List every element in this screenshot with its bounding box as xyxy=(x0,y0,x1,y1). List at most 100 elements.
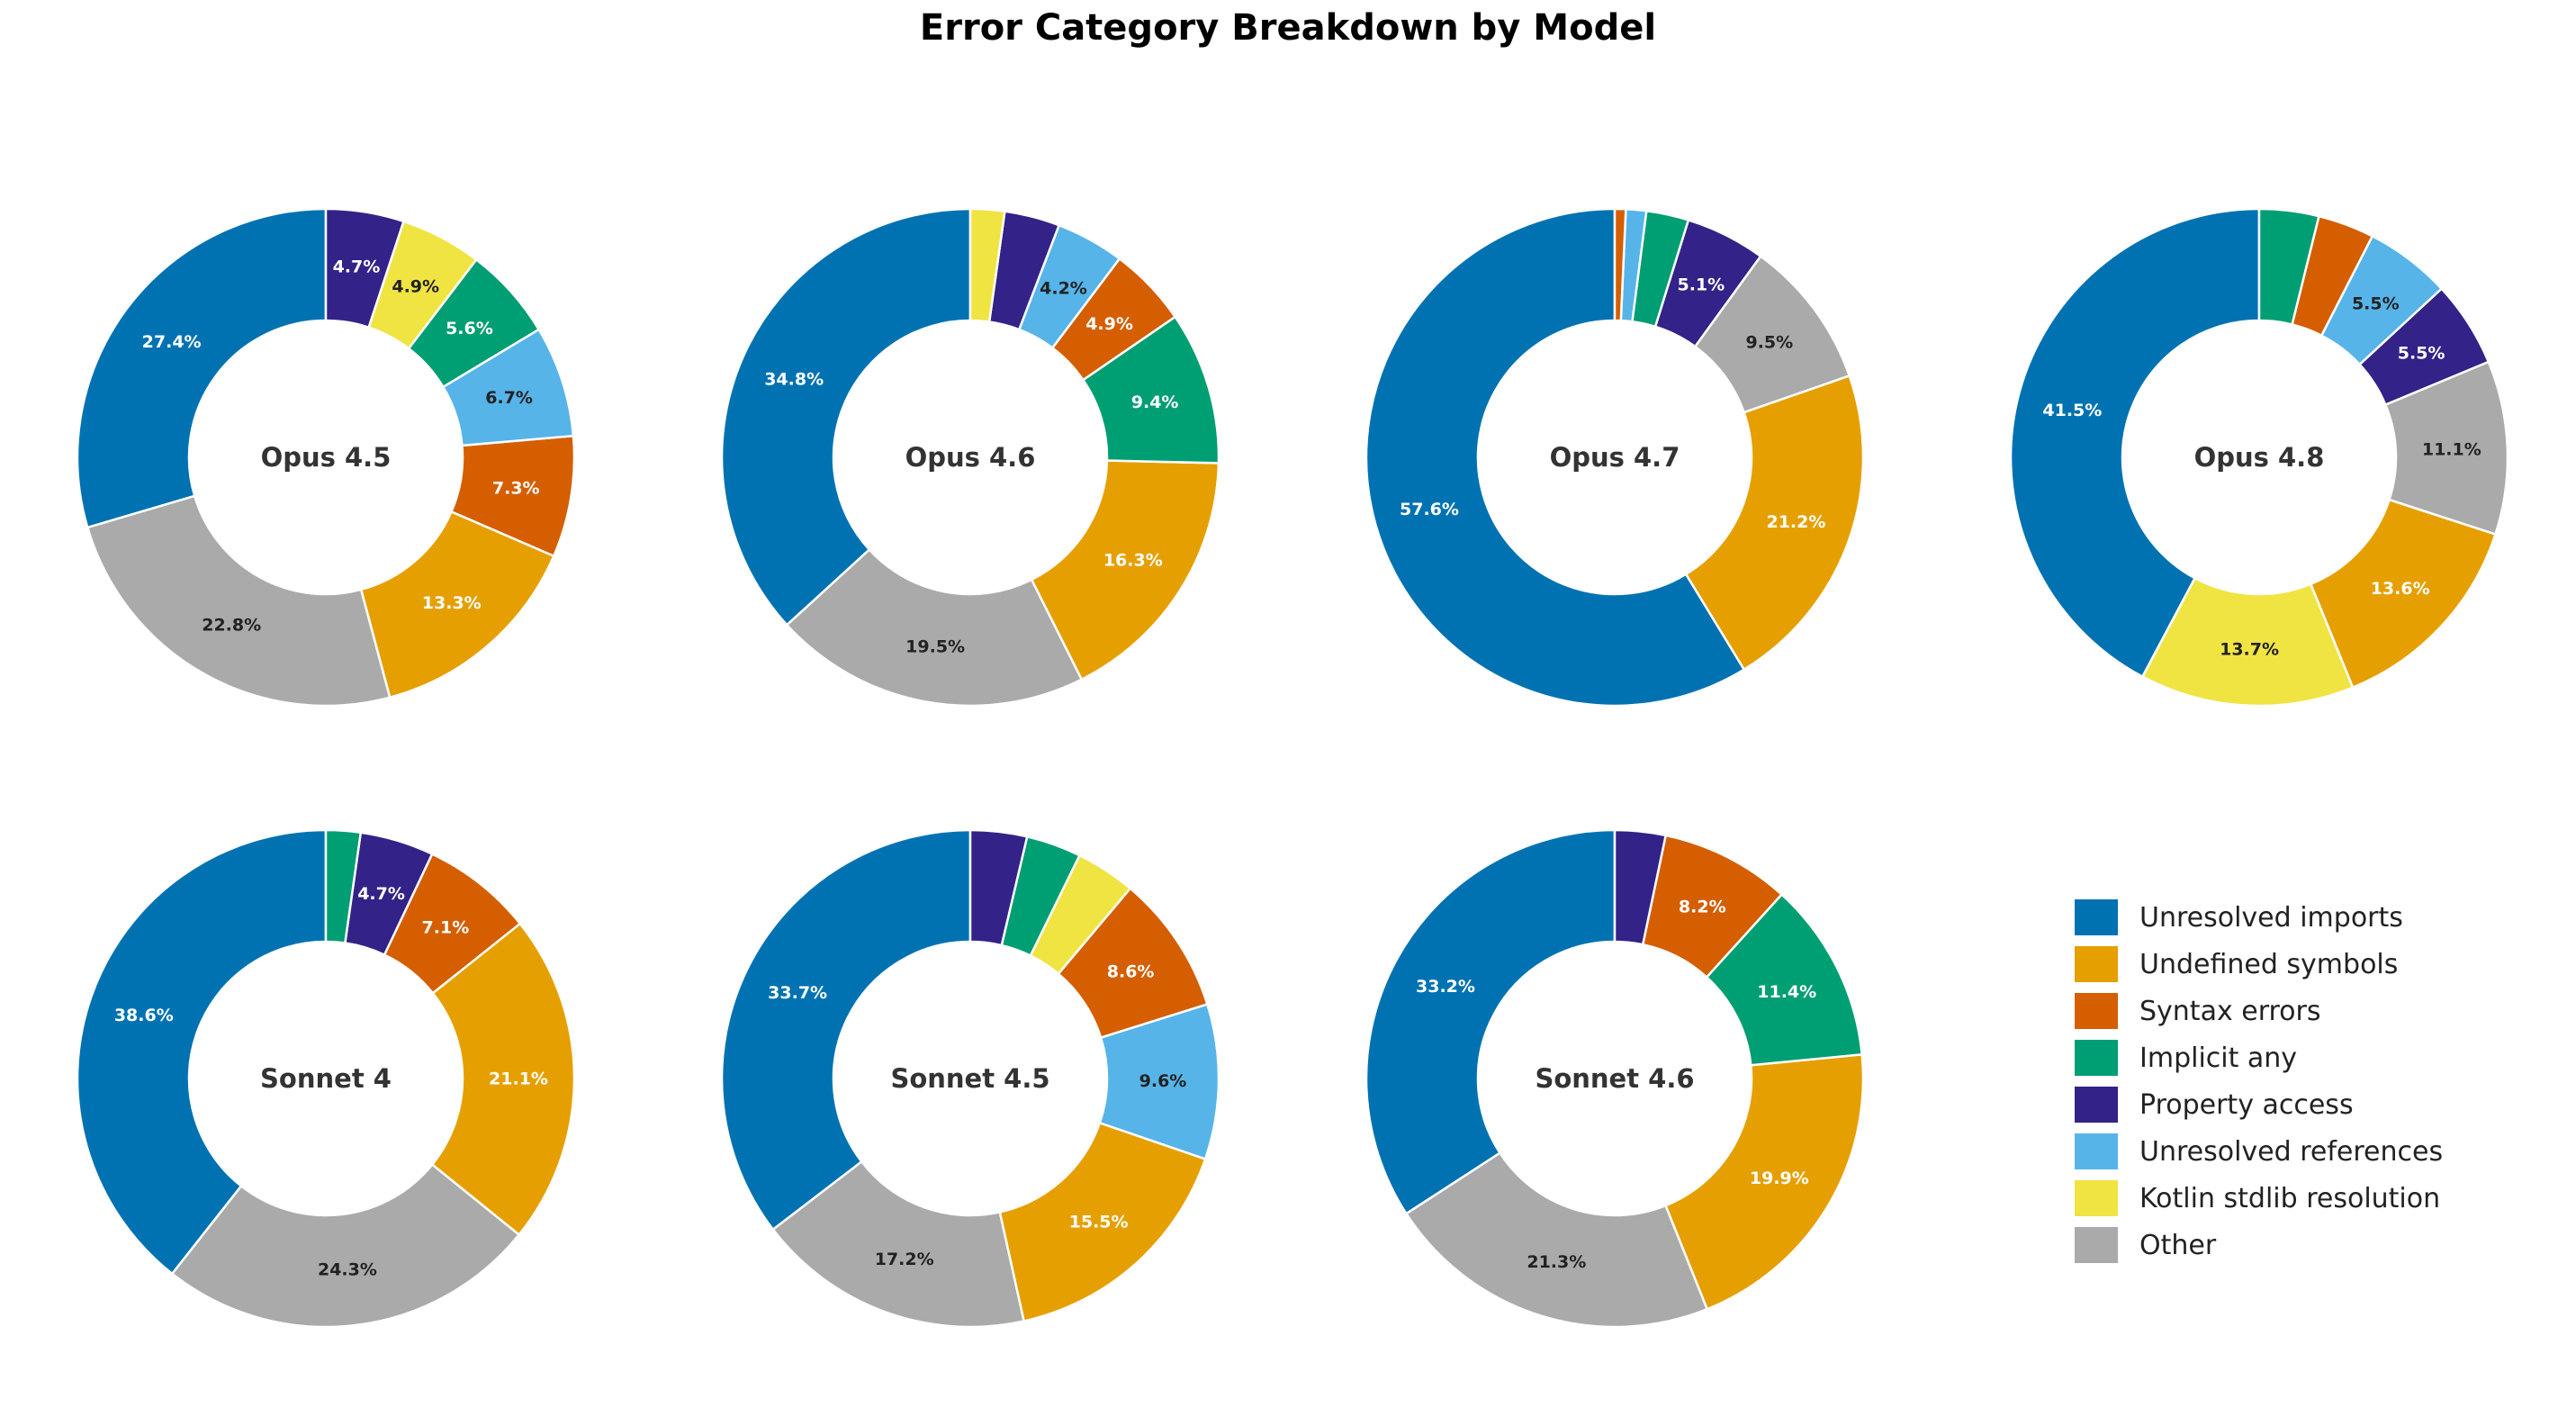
donut-sonnet-4-6: 33.2% 21.3% 19.9% 11.4% 8.2% Sonnet 4.6 xyxy=(1365,828,1865,1329)
data-label-opus-4-8-undefined-symbols: 13.6% xyxy=(2371,579,2430,599)
legend-label: Kotlin stdlib resolution xyxy=(2139,1182,2441,1214)
slice-opus-4-6-unresolved-imports xyxy=(720,207,972,627)
slice-opus-4-6-undefined-symbols xyxy=(1030,459,1220,681)
slice-opus-4-5-unresolved-imports xyxy=(76,207,328,529)
data-label-opus-4-6-other: 19.5% xyxy=(905,636,965,656)
data-label-sonnet-4-undefined-symbols: 21.1% xyxy=(489,1070,548,1089)
data-label-opus-4-5-undefined-symbols: 13.3% xyxy=(422,593,482,613)
legend-swatch xyxy=(2075,993,2118,1029)
slice-opus-4-5-other xyxy=(86,494,392,708)
legend-item-undefined-symbols: Undefined symbols xyxy=(2075,941,2543,988)
legend-swatch xyxy=(2075,1087,2118,1123)
legend-swatch xyxy=(2075,1227,2118,1263)
donut-center-title: Opus 4.7 xyxy=(1550,442,1680,473)
data-label-sonnet-4-5-unresolved-references: 9.6% xyxy=(1139,1071,1187,1091)
legend-item-kotlin-stdlib-resolution: Kotlin stdlib resolution xyxy=(2075,1175,2543,1222)
donut-sonnet-4: 38.6% 24.3% 21.1% 7.1% 4.7% Sonnet 4 xyxy=(76,828,576,1329)
data-label-opus-4-8-kotlin-stdlib-resolution: 13.7% xyxy=(2220,640,2279,660)
data-label-opus-4-7-undefined-symbols: 21.2% xyxy=(1766,512,1825,532)
slice-opus-4-8-kotlin-stdlib-resolution xyxy=(2140,576,2355,708)
donut-opus-4-6: 34.8% 19.5% 16.3% 9.4% 4.9% 4.2% Opus 4.6 xyxy=(720,207,1220,708)
legend: Unresolved imports Undefined symbols Synta… xyxy=(2075,894,2543,1268)
slice-opus-4-6-kotlin-stdlib-resolution xyxy=(968,207,1006,323)
legend-swatch xyxy=(2075,1040,2118,1076)
data-label-opus-4-6-unresolved-references: 4.2% xyxy=(1040,279,1087,299)
chart-title: Error Category Breakdown by Model xyxy=(919,7,1657,49)
donut-center-title: Sonnet 4.6 xyxy=(1535,1063,1694,1094)
legend-item-unresolved-references: Unresolved references xyxy=(2075,1128,2543,1175)
slice-sonnet-4-implicit-any xyxy=(324,828,363,944)
legend-item-syntax-errors: Syntax errors xyxy=(2075,988,2543,1034)
legend-swatch xyxy=(2075,946,2118,982)
data-label-opus-4-8-unresolved-references: 5.5% xyxy=(2352,293,2400,313)
slice-sonnet-4-6-unresolved-imports xyxy=(1365,828,1617,1215)
data-label-sonnet-4-5-undefined-symbols: 15.5% xyxy=(1069,1213,1129,1232)
data-label-opus-4-7-unresolved-imports: 57.6% xyxy=(1400,500,1459,519)
legend-label: Property access xyxy=(2139,1088,2354,1121)
slice-opus-4-8-unresolved-imports xyxy=(2009,207,2261,679)
slice-sonnet-4-5-undefined-symbols xyxy=(998,1121,1207,1322)
slice-opus-4-7-unresolved-imports xyxy=(1365,207,1746,708)
legend-item-property-access: Property access xyxy=(2075,1081,2543,1128)
data-label-sonnet-4-5-other: 17.2% xyxy=(875,1250,934,1269)
data-label-sonnet-4-6-undefined-symbols: 19.9% xyxy=(1750,1169,1809,1188)
donut-opus-4-5: 27.4% 22.8% 13.3% 7.3% 6.7% 5.6% 4.9% 4.7% Opus … xyxy=(76,207,576,708)
data-label-sonnet-4-6-implicit-any: 11.4% xyxy=(1757,982,1816,1002)
legend-swatch xyxy=(2075,1180,2118,1216)
legend-swatch xyxy=(2075,1133,2118,1169)
slice-sonnet-4-6-other xyxy=(1404,1151,1709,1329)
data-label-opus-4-5-kotlin-stdlib-resolution: 4.9% xyxy=(392,277,439,297)
data-label-opus-4-8-property-access: 5.5% xyxy=(2398,343,2445,363)
data-label-sonnet-4-6-other: 21.3% xyxy=(1527,1252,1586,1272)
legend-label: Implicit any xyxy=(2139,1042,2298,1074)
data-label-opus-4-5-unresolved-imports: 27.4% xyxy=(142,332,202,352)
data-label-opus-4-8-other: 11.1% xyxy=(2422,439,2481,459)
legend-item-implicit-any: Implicit any xyxy=(2075,1034,2543,1081)
data-label-opus-4-5-syntax-errors: 7.3% xyxy=(492,478,540,498)
data-label-sonnet-4-6-unresolved-imports: 33.2% xyxy=(1416,977,1475,997)
donut-sonnet-4-5: 33.7% 17.2% 15.5% 9.6% 8.6% Sonnet 4.5 xyxy=(720,828,1220,1329)
slice-opus-4-7-undefined-symbols xyxy=(1684,374,1865,672)
slice-opus-4-6-other xyxy=(785,547,1084,708)
slice-sonnet-4-unresolved-imports xyxy=(76,828,328,1276)
data-label-sonnet-4-syntax-errors: 7.1% xyxy=(422,917,470,937)
data-label-opus-4-5-unresolved-references: 6.7% xyxy=(485,388,533,408)
slice-opus-4-5-property-access xyxy=(324,207,406,329)
data-label-sonnet-4-6-syntax-errors: 8.2% xyxy=(1679,897,1726,916)
data-label-sonnet-4-5-unresolved-imports: 33.7% xyxy=(768,983,827,1003)
slice-sonnet-4-6-property-access xyxy=(1613,828,1668,946)
slice-sonnet-4-5-other xyxy=(771,1160,1026,1329)
legend-label: Unresolved references xyxy=(2139,1135,2444,1168)
legend-label: Syntax errors xyxy=(2139,995,2321,1027)
data-label-sonnet-4-5-syntax-errors: 8.6% xyxy=(1107,961,1155,981)
data-label-opus-4-7-property-access: 5.1% xyxy=(1677,275,1725,295)
data-label-opus-4-7-other: 9.5% xyxy=(1745,332,1793,352)
slice-sonnet-4-6-undefined-symbols xyxy=(1663,1052,1865,1311)
donut-center-title: Opus 4.5 xyxy=(261,442,392,473)
donut-center-title: Sonnet 4 xyxy=(260,1063,392,1094)
slice-opus-4-8-undefined-symbols xyxy=(2309,498,2498,690)
legend-label: Other xyxy=(2139,1229,2217,1261)
legend-item-other: Other xyxy=(2075,1222,2543,1268)
donut-center-title: Opus 4.6 xyxy=(905,442,1036,473)
data-label-sonnet-4-other: 24.3% xyxy=(318,1260,377,1280)
donut-center-title: Opus 4.8 xyxy=(2194,442,2325,473)
donut-opus-4-8: 41.5% 13.7% 13.6% 11.1% 5.5% 5.5% Opus 4.8 xyxy=(2009,207,2509,708)
donut-center-title: Sonnet 4.5 xyxy=(890,1063,1049,1094)
data-label-opus-4-5-implicit-any: 5.6% xyxy=(446,319,493,338)
data-label-opus-4-6-unresolved-imports: 34.8% xyxy=(764,370,824,390)
legend-label: Undefined symbols xyxy=(2139,948,2399,980)
legend-label: Unresolved imports xyxy=(2139,901,2403,934)
data-label-opus-4-6-undefined-symbols: 16.3% xyxy=(1103,550,1163,570)
legend-item-unresolved-imports: Unresolved imports xyxy=(2075,894,2543,941)
slice-sonnet-4-5-property-access xyxy=(968,828,1029,947)
legend-swatch xyxy=(2075,899,2118,935)
donut-opus-4-7: 57.6% 21.2% 9.5% 5.1% Opus 4.7 xyxy=(1365,207,1865,708)
slice-sonnet-4-5-unresolved-imports xyxy=(720,828,972,1232)
data-label-opus-4-6-implicit-any: 9.4% xyxy=(1131,393,1179,412)
data-label-sonnet-4-property-access: 4.7% xyxy=(357,884,405,904)
data-label-sonnet-4-unresolved-imports: 38.6% xyxy=(114,1006,174,1025)
data-label-opus-4-5-other: 22.8% xyxy=(202,616,261,636)
slice-opus-4-7-syntax-errors xyxy=(1613,207,1627,322)
data-label-opus-4-8-unresolved-imports: 41.5% xyxy=(2042,401,2102,420)
